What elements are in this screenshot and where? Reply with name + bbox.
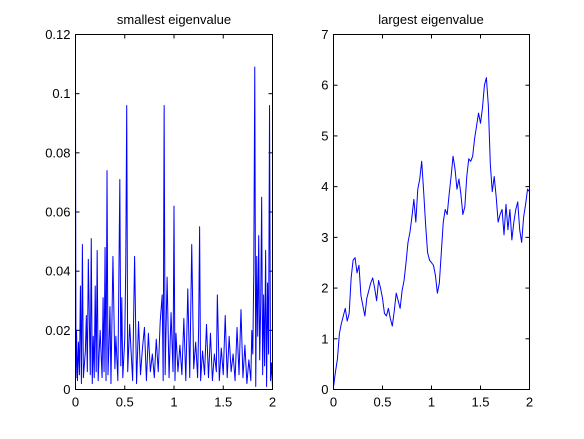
left-chart-y-tick-label: 0.06	[45, 205, 70, 220]
right-chart-largest-eigenvalue: largest eigenvalue 0 0.5 1 1.5 2 0 1 2 3 4 5 6 7	[321, 12, 533, 410]
left-chart-series-line	[75, 66, 273, 388]
right-chart-frame	[333, 34, 530, 390]
left-chart-title: smallest eigenvalue	[117, 12, 231, 27]
right-chart-x-tick-label: 0	[330, 395, 337, 410]
right-chart-y-tick-label: 7	[321, 27, 328, 42]
left-chart-y-tick-label: 0.08	[45, 145, 70, 160]
right-chart-axes: 0 0.5 1 1.5 2 0 1 2 3 4 5 6 7	[321, 27, 533, 410]
right-chart-y-tick-label: 0	[321, 382, 328, 397]
right-chart-series-line	[333, 77, 530, 388]
right-chart-x-tick-label: 2	[526, 395, 533, 410]
left-chart-smallest-eigenvalue: smallest eigenvalue 0 0.5 1 1.5 2 0 0.02 0.04 0.…	[45, 12, 276, 410]
left-chart-axes: 0 0.5 1 1.5 2 0 0.02 0.04 0.06 0.08 0.1 0.12	[45, 27, 276, 410]
left-chart-x-tick-label: 0	[72, 395, 79, 410]
left-chart-x-tick-label: 1.5	[214, 395, 232, 410]
left-chart-frame	[75, 34, 273, 390]
right-chart-y-tick-label: 1	[321, 331, 328, 346]
right-chart-x-tick-label: 0.5	[373, 395, 391, 410]
right-chart-title: largest eigenvalue	[378, 12, 484, 27]
right-chart-x-tick-label: 1	[428, 395, 435, 410]
right-chart-y-tick-label: 3	[321, 230, 328, 245]
right-chart-y-tick-label: 6	[321, 78, 328, 93]
left-chart-x-tick-label: 1	[170, 395, 177, 410]
left-chart-y-tick-label: 0.04	[45, 264, 70, 279]
right-chart-x-tick-label: 1.5	[471, 395, 489, 410]
left-chart-y-tick-label: 0.02	[45, 323, 70, 338]
left-chart-plot-area	[75, 66, 273, 388]
left-chart-y-tick-label: 0	[63, 382, 70, 397]
left-chart-y-tick-label: 0.12	[45, 27, 70, 42]
right-chart-plot-area	[333, 77, 530, 388]
left-chart-x-tick-label: 2	[269, 395, 276, 410]
right-chart-y-tick-label: 5	[321, 128, 328, 143]
right-chart-y-tick-label: 4	[321, 179, 328, 194]
right-chart-y-tick-label: 2	[321, 281, 328, 296]
left-chart-y-tick-label: 0.1	[52, 86, 70, 101]
left-chart-x-tick-label: 0.5	[116, 395, 134, 410]
